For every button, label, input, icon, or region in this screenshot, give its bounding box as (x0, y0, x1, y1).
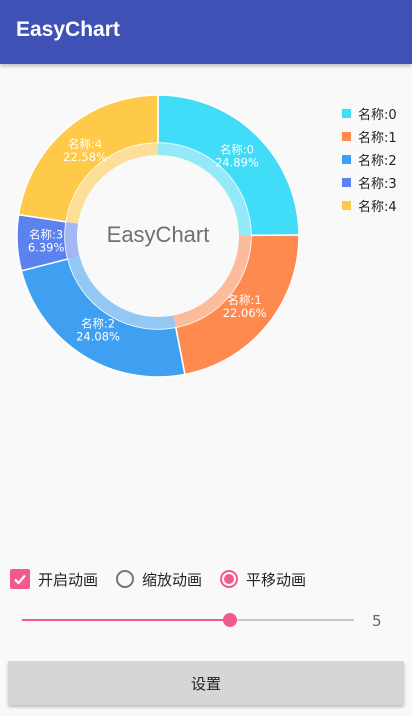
animation-controls: 开启动画 缩放动画 平移动画 (10, 566, 324, 592)
slice-percent-label: 6.39% (28, 240, 65, 254)
chart-labels: 名称:024.89% 名称:122.06% 名称:224.08% 名称:36.39% 名… (28, 137, 267, 344)
animation-slider[interactable] (22, 613, 354, 627)
slice-name-label: 名称:4 (68, 137, 102, 151)
legend-label: 名称:3 (358, 177, 397, 192)
slice-name-label: 名称:2 (81, 317, 115, 331)
app-bar: EasyChart (0, 0, 412, 64)
donut-chart: 名称:024.89% 名称:122.06% 名称:224.08% 名称:36.39% 名… (16, 94, 300, 378)
radio-checked-icon[interactable] (220, 570, 239, 588)
enable-animation-label[interactable]: 开启动画 (38, 570, 99, 589)
slider-thumb[interactable] (222, 613, 237, 627)
chart-slice-inner-ring (65, 221, 80, 259)
legend-item: 名称:4 (342, 194, 397, 217)
slider-fill (22, 619, 230, 621)
legend-swatch (342, 178, 351, 187)
legend-swatch (342, 155, 351, 164)
chart-center-text: EasyChart (107, 222, 210, 247)
legend-swatch (342, 132, 351, 141)
radio-unchecked-icon[interactable] (116, 570, 135, 588)
legend-label: 名称:4 (358, 200, 397, 215)
scale-animation-label[interactable]: 缩放动画 (142, 570, 203, 589)
legend-label: 名称:2 (358, 154, 397, 169)
chart-slice-inner-ring (158, 143, 251, 236)
legend-item: 名称:2 (342, 148, 397, 171)
legend-label: 名称:1 (358, 131, 397, 146)
set-button[interactable]: 设置 (8, 661, 404, 705)
slice-name-label: 名称:0 (220, 143, 254, 157)
checkbox-checked-icon[interactable] (10, 569, 30, 589)
slice-name-label: 名称:3 (29, 227, 63, 241)
chart-slice-inner-ring (66, 143, 158, 224)
slider-value: 5 (372, 612, 382, 630)
legend-item: 名称:3 (342, 171, 397, 194)
chart-slice-inner-ring (173, 235, 251, 328)
slice-percent-label: 24.89% (215, 156, 259, 170)
slice-percent-label: 22.06% (223, 306, 267, 320)
legend-item: 名称:1 (342, 125, 397, 148)
legend-item: 名称:0 (342, 102, 397, 125)
scale-animation-radio[interactable]: 缩放动画 (116, 569, 202, 590)
enable-animation-checkbox[interactable]: 开启动画 (10, 569, 98, 590)
slice-name-label: 名称:1 (228, 293, 262, 307)
translate-animation-radio[interactable]: 平移动画 (220, 569, 306, 590)
legend-swatch (342, 201, 351, 210)
slice-percent-label: 22.58% (63, 150, 107, 164)
translate-animation-label[interactable]: 平移动画 (246, 570, 307, 589)
app-title: EasyChart (16, 18, 120, 41)
chart-slice-inner-ring (67, 255, 176, 329)
legend-label: 名称:0 (358, 108, 397, 123)
legend-swatch (342, 109, 351, 118)
chart-legend: 名称:0 名称:1 名称:2 名称:3 名称:4 (342, 102, 397, 217)
slice-percent-label: 24.08% (76, 330, 120, 344)
chart-slices (16, 94, 300, 378)
